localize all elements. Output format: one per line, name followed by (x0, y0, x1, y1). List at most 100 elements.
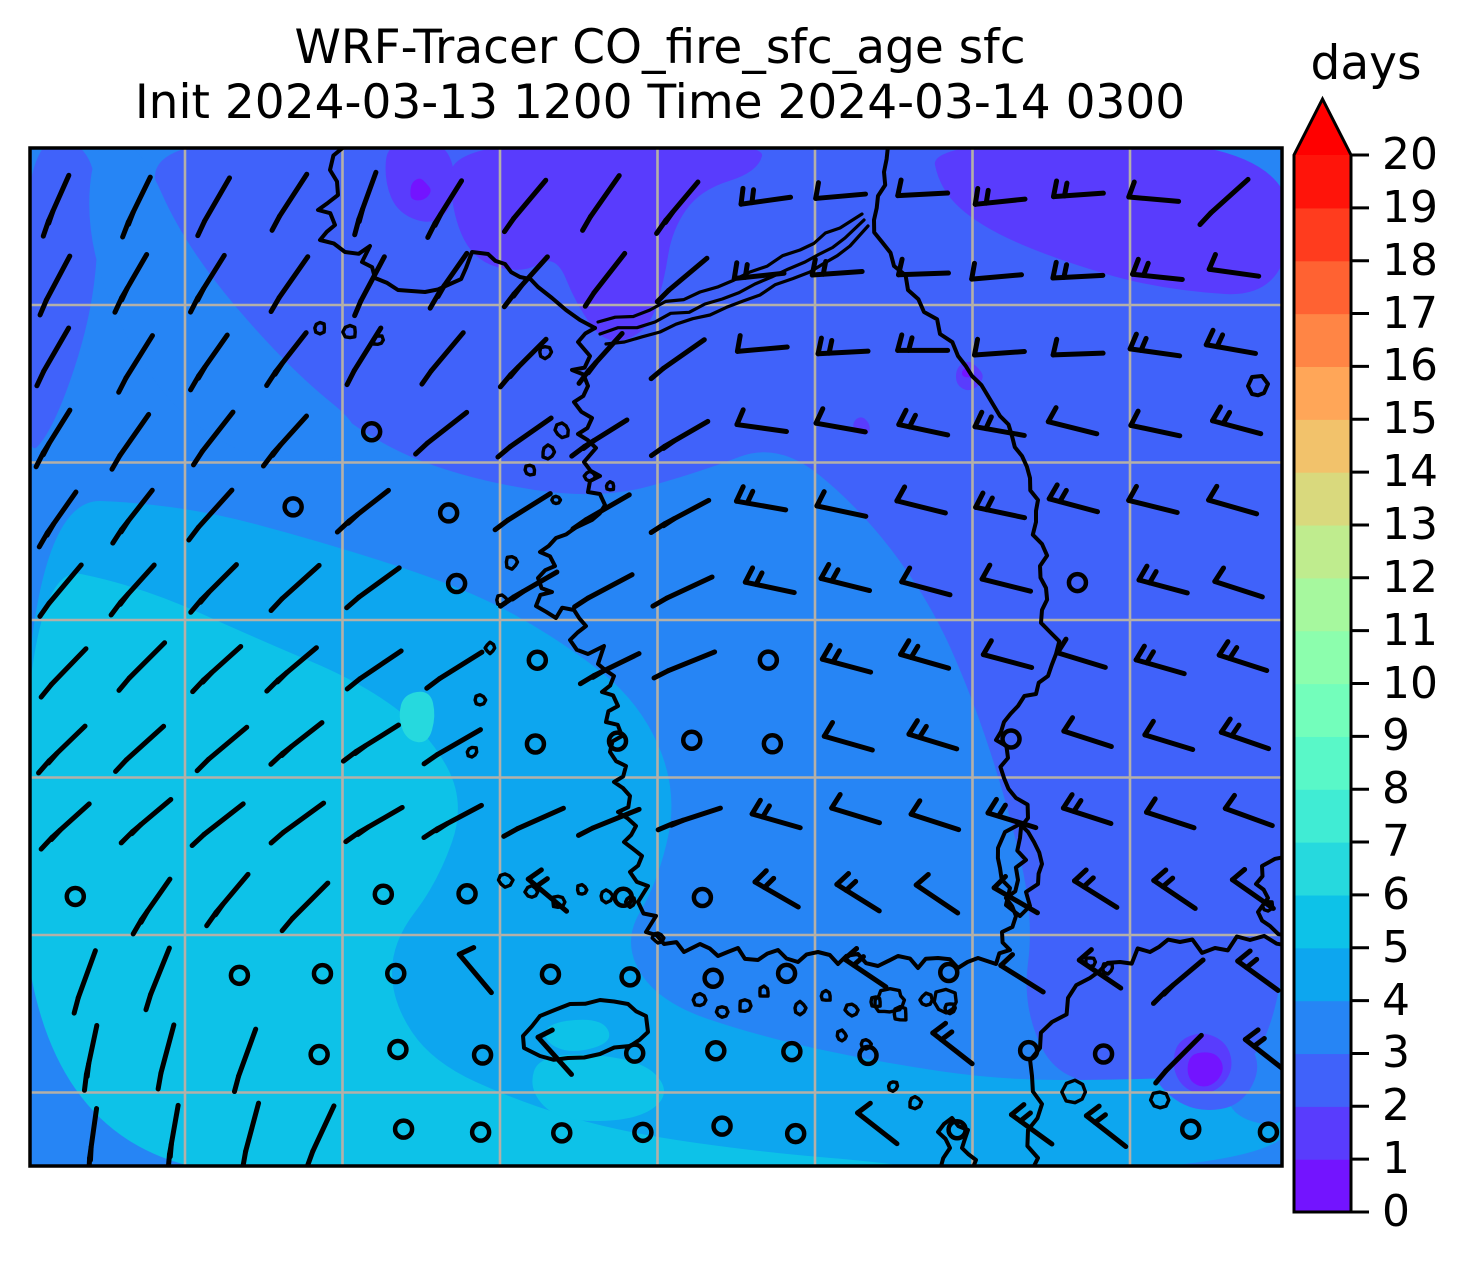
barb-feather (492, 517, 511, 533)
wind-barb (118, 796, 174, 846)
wind-barb (655, 805, 723, 833)
wind-barb (268, 254, 311, 315)
wind-barb (1212, 565, 1265, 600)
barb-staff (205, 724, 250, 762)
coast-jeju-island (521, 998, 650, 1062)
calm-wind-marker (606, 730, 629, 752)
wind-barb (1206, 483, 1260, 517)
barb-feather (424, 676, 443, 691)
barb-staff (123, 723, 167, 763)
calm-wind-marker (623, 1042, 646, 1064)
wind-barb (109, 411, 152, 472)
calm-wind-marker (781, 1040, 803, 1063)
barb-staff (815, 348, 871, 357)
barb-feather (1206, 252, 1218, 272)
barb-feather (654, 287, 672, 305)
barb-staff (1163, 1032, 1204, 1074)
calm-wind-marker (64, 885, 87, 908)
barb-staff (202, 175, 233, 224)
wind-barb (809, 256, 865, 278)
barb-staff (752, 879, 801, 910)
wind-barb (654, 179, 701, 236)
colorbar-tick-label: 5 (1382, 921, 1410, 973)
barb-staff (279, 562, 322, 602)
barb-staff (437, 649, 485, 682)
wind-barb (582, 250, 628, 309)
wind-barb (895, 332, 951, 353)
calm-wind-marker (385, 962, 407, 985)
barb-feather (510, 283, 524, 299)
wind-barb (979, 562, 1034, 594)
barb-feather (1057, 487, 1069, 505)
wind-barb (165, 1102, 181, 1166)
island (886, 1080, 900, 1093)
wind-barb (1050, 336, 1106, 358)
barb-staff (356, 565, 402, 600)
island (473, 693, 488, 707)
barb-feather (916, 723, 929, 740)
age-0-1-nw-spot (410, 178, 431, 201)
barb-feather (843, 878, 859, 893)
island (835, 1028, 848, 1043)
barb-staff (358, 254, 387, 304)
barb-feather (344, 367, 357, 388)
barb-feather (231, 1073, 242, 1095)
barb-feather (279, 744, 294, 759)
wind-barb (998, 952, 1046, 995)
wind-barb (648, 497, 712, 536)
barb-staff (1127, 346, 1183, 359)
calm-wind-marker (857, 1044, 879, 1067)
calm-wind-marker (524, 733, 547, 755)
barb-staff (973, 504, 1028, 521)
island (538, 345, 554, 361)
wind-barb (268, 800, 327, 846)
calm-wind-marker (938, 961, 960, 984)
barb-feather (495, 444, 513, 460)
barb-staff (821, 733, 875, 753)
calm-wind-marker (612, 886, 635, 909)
wind-barb (535, 1027, 574, 1077)
barb-feather (37, 297, 49, 318)
wind-barb (855, 1100, 900, 1147)
barb-staff (813, 191, 869, 201)
colorbar-segment (1294, 419, 1351, 473)
barb-feather (344, 594, 362, 611)
wind-barb (842, 946, 889, 990)
barb-feather (895, 332, 905, 353)
wind-barb (413, 409, 470, 457)
barb-feather (525, 867, 544, 882)
barb-staff (1045, 419, 1100, 437)
barb-staff (734, 344, 790, 354)
island (575, 882, 589, 896)
colorbar-segment (1294, 789, 1351, 843)
barb-feather (186, 524, 201, 543)
barb-staff (351, 325, 384, 373)
wind-barb (973, 490, 1028, 521)
wind-barb (186, 487, 235, 543)
barb-feather (1147, 569, 1159, 586)
barb-staff (738, 194, 794, 207)
barb-staff (1151, 877, 1198, 911)
wind-barb (1127, 331, 1183, 359)
colorbar-segment (1294, 207, 1351, 262)
wind-barb (651, 649, 718, 681)
barb-feather (648, 365, 666, 382)
barb-feather (1206, 483, 1220, 503)
barb-feather (1151, 867, 1169, 883)
barb-feather (352, 743, 368, 757)
calm-wind-marker (360, 421, 383, 443)
colorbar-tick-label: 13 (1382, 498, 1438, 550)
barb-feather (896, 407, 909, 428)
wind-barb (580, 173, 622, 233)
wind-barb (130, 876, 173, 937)
wind-barb (1203, 327, 1258, 356)
wind-barb (908, 798, 962, 833)
wind-barb (268, 720, 325, 767)
colorbar-segment (1294, 736, 1351, 790)
colorbar-tick-label: 10 (1382, 657, 1438, 709)
barb-staff (1208, 176, 1251, 216)
barb-feather (195, 364, 208, 381)
calm-wind-marker (946, 1118, 968, 1141)
barb-feather (829, 567, 841, 584)
